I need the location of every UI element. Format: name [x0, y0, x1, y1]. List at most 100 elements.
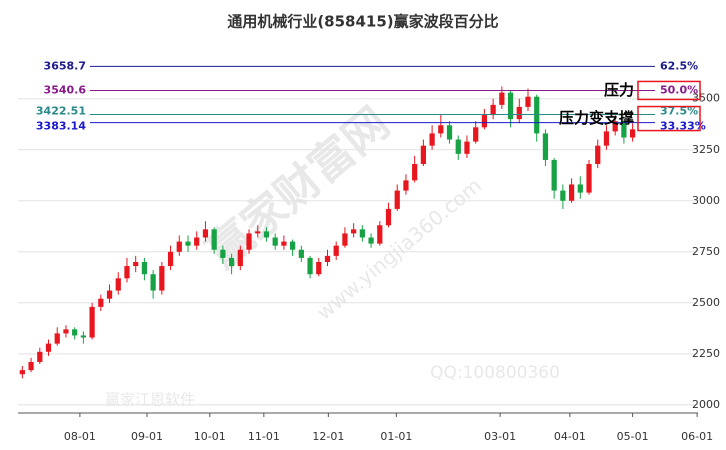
candle-body — [351, 229, 357, 234]
level-ratio: 33.33% — [660, 120, 706, 133]
candle-body — [464, 141, 470, 154]
candle-body — [124, 266, 130, 279]
candle-body — [150, 274, 156, 291]
candle-body — [603, 131, 610, 146]
highlight-box — [637, 105, 701, 132]
y-tick-label: 3000 — [692, 194, 720, 207]
candle-body — [89, 306, 95, 338]
x-tick-label: 03-01 — [484, 430, 516, 443]
candle-body — [19, 370, 25, 375]
highlight-box — [637, 80, 701, 101]
candle-body — [516, 106, 522, 120]
candle-body — [446, 125, 453, 140]
candle-body — [246, 233, 252, 250]
candle-body — [281, 241, 287, 246]
candle-body — [307, 257, 313, 275]
x-tick-label: 12-01 — [312, 430, 344, 443]
candle-body — [481, 115, 488, 128]
candle-body — [499, 92, 505, 105]
candle-body — [342, 233, 348, 246]
candle-body — [586, 164, 592, 193]
candle-body — [507, 92, 514, 120]
y-tick-label: 3500 — [692, 92, 720, 105]
x-tick-label: 06-01 — [681, 430, 713, 443]
candle-body — [368, 237, 374, 244]
candle-body — [220, 249, 226, 258]
candle-body — [106, 290, 113, 299]
candle-body — [202, 229, 209, 238]
candle-body — [473, 127, 479, 142]
level-ratio: 62.5% — [660, 59, 698, 72]
candle-body — [290, 241, 296, 250]
x-tick-label: 09-01 — [131, 430, 163, 443]
candle-body — [542, 133, 549, 160]
candle-body — [333, 245, 339, 256]
y-tick-label: 2250 — [692, 347, 720, 360]
candle-body — [194, 237, 200, 246]
level-ratio: 50.0% — [660, 83, 698, 96]
x-tick-label: 10-01 — [194, 430, 226, 443]
candle-body — [412, 164, 418, 181]
candle-body — [377, 225, 383, 244]
watermark: 赢家财富网 — [198, 98, 399, 278]
level-value: 3658.7 — [44, 59, 86, 72]
grid: 2000 2250 2500 2750 3000 3250 3500 08-01 09-01 10… — [18, 92, 720, 443]
x-tick-label: 08-01 — [64, 430, 96, 443]
candle-body — [115, 278, 121, 291]
candle-body — [185, 241, 191, 246]
candle-body — [630, 129, 636, 138]
watermark: 赢家江恩软件 — [105, 391, 195, 409]
candle-body — [595, 145, 601, 165]
candle-body — [490, 104, 496, 116]
candle-body — [133, 261, 139, 267]
candle-body — [420, 145, 426, 165]
y-tick-label: 2500 — [692, 296, 720, 309]
candle-body — [560, 190, 566, 201]
candle-body — [551, 159, 557, 191]
x-tick-label: 05-01 — [617, 430, 649, 443]
candle-body — [429, 133, 435, 146]
x-tick-label: 01-01 — [380, 430, 412, 443]
candle-body — [455, 139, 461, 154]
level-value: 3422.51 — [36, 105, 86, 118]
candle-body — [577, 184, 583, 193]
candle-body — [211, 229, 217, 250]
annotation: 压力 — [604, 81, 634, 99]
candle-body — [98, 298, 104, 307]
candle-body — [255, 231, 261, 234]
candle-body — [167, 251, 174, 267]
watermarks: 赢家财富网www.yingjia360.com赢家江恩软件QQ:10080036… — [105, 98, 560, 409]
candle-body — [237, 249, 243, 267]
candle-body — [228, 257, 235, 267]
annotation: 压力变支撑 — [559, 109, 634, 127]
x-tick-label: 04-01 — [554, 430, 586, 443]
candle-body — [385, 208, 392, 226]
y-tick-label: 2000 — [692, 398, 720, 411]
candles — [19, 86, 636, 379]
candle-body — [263, 231, 270, 238]
level-ratio: 37.5% — [660, 105, 698, 118]
level-value: 3540.6 — [44, 83, 87, 96]
candle-body — [80, 335, 86, 338]
candle-body — [298, 249, 304, 258]
candle-body — [403, 180, 409, 191]
candle-body — [612, 121, 618, 132]
candle-body — [316, 261, 322, 275]
candle-body — [45, 343, 52, 352]
candle-body — [568, 184, 575, 201]
candle-body — [141, 261, 148, 275]
watermark: QQ:100800360 — [430, 363, 560, 383]
y-tick-label: 2750 — [692, 245, 720, 258]
candle-body — [438, 125, 444, 134]
x-tick-label: 11-01 — [248, 430, 280, 443]
chart-title: 通用机械行业(858415)赢家波段百分比 — [227, 13, 498, 31]
level-value: 3383.14 — [36, 120, 86, 133]
candle-body — [359, 229, 365, 238]
candle-body — [72, 329, 78, 336]
candle-body — [176, 241, 182, 252]
y-tick-label: 3250 — [692, 143, 720, 156]
candle-body — [54, 333, 60, 344]
candle-body — [159, 266, 165, 291]
candle-body — [63, 329, 69, 334]
